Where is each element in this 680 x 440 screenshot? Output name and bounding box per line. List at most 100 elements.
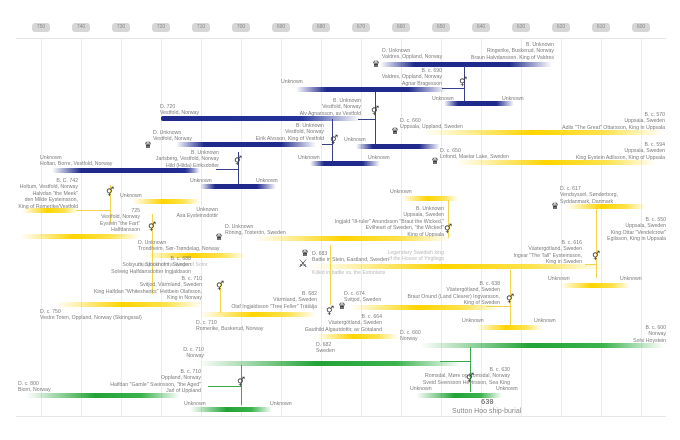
grid-line (321, 38, 322, 416)
name-label: King of Romerike/Vestfold (18, 203, 78, 210)
grid-line (201, 38, 202, 416)
lifespan-bar[interactable] (254, 236, 450, 241)
lifespan-bar[interactable] (416, 393, 502, 398)
name-label: Alv Agnarsson, av Vestfold (299, 110, 361, 117)
lifespan-bar[interactable] (161, 116, 361, 121)
unknown-label: Unknown (548, 276, 570, 282)
lifespan-bar[interactable] (56, 302, 202, 307)
unknown-label: Unknown (120, 193, 142, 199)
marriage-icon: ⚥ (444, 224, 453, 234)
lifespan-bar[interactable] (566, 204, 646, 209)
unknown-label: Unknown (410, 386, 432, 392)
marriage-icon: ⚥ (234, 156, 243, 166)
lifespan-bar[interactable] (52, 168, 198, 173)
lifespan-bar[interactable] (402, 196, 458, 201)
lifespan-bar[interactable] (200, 312, 316, 317)
tick-600: 600 (632, 23, 650, 32)
birth-label: B. 682 (302, 291, 317, 297)
battle-swords-icon: ⚔ (298, 258, 308, 270)
lifespan-bar[interactable] (20, 234, 140, 239)
grid-line (481, 38, 482, 416)
birth-label: B. c. 710 (181, 276, 202, 282)
lifespan-bar[interactable] (420, 343, 664, 348)
death-label: D. 683 (312, 251, 328, 257)
unknown-label: Unknown (344, 137, 366, 143)
lifespan-bar[interactable] (476, 325, 542, 330)
unknown-label: Unknown (534, 318, 556, 324)
lifespan-bar[interactable] (198, 361, 462, 366)
lifespan-bar[interactable] (296, 87, 446, 92)
crown-icon: ♛ (301, 248, 310, 258)
grid-line (281, 38, 282, 416)
grid-line (41, 38, 42, 416)
tick-640: 640 (472, 23, 490, 32)
tick-650: 650 (432, 23, 450, 32)
death-place-label: Biorn, Norway (18, 387, 51, 394)
connector-line (220, 283, 221, 313)
death-label: Unknown (40, 155, 62, 161)
lifespan-bar[interactable] (190, 407, 272, 412)
lifespan-bar[interactable] (356, 144, 440, 149)
name-label: King Ottar "Vendelcrow" (610, 229, 666, 236)
connector-line (510, 270, 511, 330)
lifespan-bar[interactable] (310, 264, 606, 269)
lifespan-bar[interactable] (176, 142, 316, 147)
tick-730: 730 (112, 23, 130, 32)
name-label: King Halfdan "Whiteshanks" Hvitbein Olaf… (93, 288, 202, 295)
name-label: Asa Eysteinsdottir (176, 213, 218, 220)
place-label: Romsdal, Møre og Romsdal, Norway (424, 373, 510, 380)
death-label: D. c. 617 (560, 186, 581, 192)
place-label: Oppland, Norway (160, 375, 201, 382)
marriage-icon: ⚥ (466, 373, 475, 383)
marriage-icon: ⚥ (459, 77, 468, 87)
marriage-icon: ⚥ (326, 306, 335, 316)
death-label: D. Unknown (382, 48, 411, 54)
birth-label: B. c. 664 (361, 314, 382, 320)
name-label: Braut Onund (Land Clearer) Ingvarsson, (407, 293, 500, 300)
death-place-label: Norway (186, 353, 204, 360)
connector-line (322, 144, 332, 145)
lifespan-bar[interactable] (316, 334, 398, 339)
lifespan-bar[interactable] (144, 253, 246, 258)
lifespan-bar[interactable] (424, 130, 664, 135)
unknown-label: Unknown (368, 155, 390, 161)
connector-line (358, 119, 375, 120)
lifespan-bar[interactable] (132, 199, 200, 204)
connector-line (486, 306, 510, 307)
grid-line (521, 38, 522, 416)
place-label: Norway (648, 331, 666, 338)
marriage-icon: ⚥ (592, 251, 601, 261)
lifespan-bar[interactable] (380, 62, 552, 67)
death-label: D. c. 800 (18, 381, 39, 387)
death-label: D. Unknown (138, 240, 167, 246)
tick-610: 610 (592, 23, 610, 32)
death-label: D. c. 750 (40, 309, 61, 315)
grid-line (601, 38, 602, 416)
crown-icon: ♛ (551, 201, 560, 211)
crown-icon: ♛ (338, 301, 347, 311)
grid-line (361, 38, 362, 416)
place-label: Uppsala, Sweden (624, 118, 665, 125)
lifespan-bar[interactable] (350, 305, 500, 310)
name-label: Sveid Sveinsson Heytrsson, Sea King (422, 379, 510, 386)
unknown-label: Unknown (256, 178, 278, 184)
death-label: D. c. 710 (196, 320, 217, 326)
lifespan-bar[interactable] (22, 208, 78, 213)
lifespan-bar[interactable] (200, 184, 276, 189)
name-label: Hild (Hilda) Eiriksdotter (165, 162, 219, 169)
lifespan-bar[interactable] (310, 161, 380, 166)
lifespan-bar[interactable] (456, 160, 656, 165)
birth-label: B. c. 570 (644, 112, 665, 118)
marriage-icon: ⚥ (148, 222, 157, 232)
lifespan-bar[interactable] (444, 101, 514, 106)
death-place-label: Vestfold, Norway (160, 110, 199, 117)
lifespan-bar[interactable] (26, 393, 180, 398)
death-place-label: Svitjod, Sweden (344, 297, 382, 304)
lifespan-bar[interactable] (560, 283, 630, 288)
death-place-label: Sweden (316, 348, 335, 355)
death-place-label: Vestre Toten, Oppland, Norway (Skiringss… (40, 315, 142, 322)
marriage-icon: ⚥ (237, 377, 246, 387)
unknown-label: Unknown (184, 401, 206, 407)
connector-line (110, 185, 111, 223)
tick-750: 750 (32, 23, 50, 32)
